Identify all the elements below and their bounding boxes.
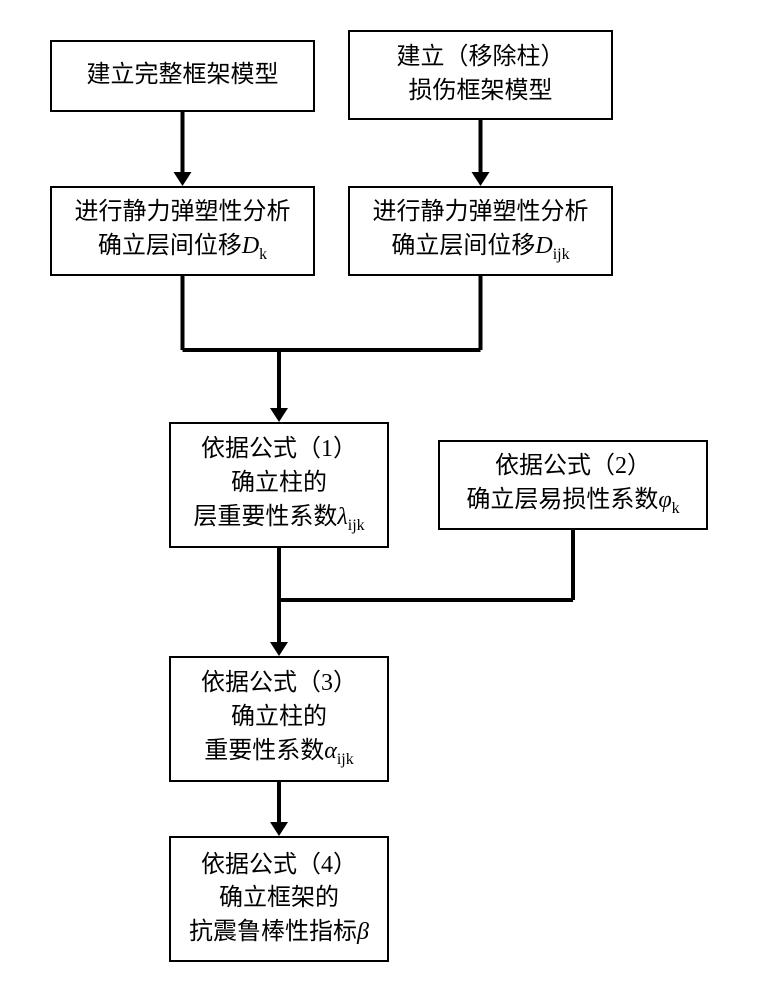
node-line: 建立（移除柱）: [397, 41, 565, 75]
flowchart-node-n4: 进行静力弹塑性分析确立层间位移Dijk: [348, 186, 613, 276]
node-line: 确立层易损性系数φk: [466, 484, 679, 520]
node-line: 确立层间位移Dk: [98, 230, 267, 266]
flowchart-node-n1: 建立完整框架模型: [50, 40, 315, 112]
node-line: 依据公式（1）: [201, 433, 357, 467]
node-line: 重要性系数αijk: [204, 735, 354, 771]
node-line: 依据公式（2）: [495, 450, 651, 484]
flowchart-node-n8: 依据公式（4）确立框架的抗震鲁棒性指标β: [169, 836, 389, 962]
flowchart-node-n5: 依据公式（1）确立柱的层重要性系数λijk: [169, 422, 389, 548]
node-line: 进行静力弹塑性分析: [373, 196, 589, 230]
flowchart-node-n6: 依据公式（2）确立层易损性系数φk: [438, 440, 708, 530]
node-line: 抗震鲁棒性指标β: [189, 916, 369, 950]
node-line: 依据公式（3）: [201, 667, 357, 701]
flowchart-node-n2: 建立（移除柱）损伤框架模型: [348, 30, 613, 120]
flowchart-node-n7: 依据公式（3）确立柱的重要性系数αijk: [169, 656, 389, 782]
node-line: 依据公式（4）: [201, 849, 357, 883]
node-line: 层重要性系数λijk: [193, 501, 364, 537]
node-line: 确立柱的: [231, 701, 327, 735]
node-line: 建立完整框架模型: [87, 59, 279, 93]
node-line: 损伤框架模型: [409, 75, 553, 109]
flowchart-node-n3: 进行静力弹塑性分析确立层间位移Dk: [50, 186, 315, 276]
node-line: 确立柱的: [231, 467, 327, 501]
node-line: 进行静力弹塑性分析: [75, 196, 291, 230]
node-line: 确立框架的: [219, 882, 339, 916]
node-line: 确立层间位移Dijk: [391, 230, 569, 266]
